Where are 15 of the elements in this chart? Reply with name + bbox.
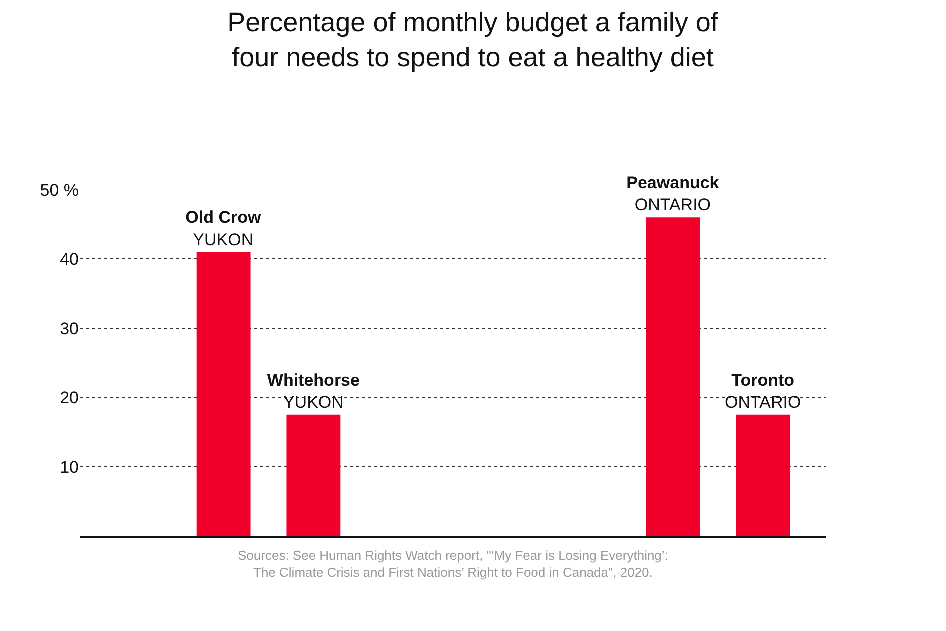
source-note: Sources: See Human Rights Watch report, "‘My Fear is Losing Everything’: The Climate Crisis and First Nations’ Right to Food in Canada", 2020. bbox=[238, 548, 668, 580]
y-tick-label: 20 bbox=[60, 388, 79, 408]
x-tick-label: Old Crow YUKON bbox=[186, 208, 262, 250]
x-tick-label: Peawanuck ONTARIO bbox=[626, 174, 720, 215]
x-tick-label: Whitehorse YUKON bbox=[267, 370, 360, 412]
x-tick-label: Toronto ONTARIO bbox=[724, 370, 802, 412]
chart-title: Percentage of monthly budget a family of four needs to spend to eat a healthy diet bbox=[228, 8, 719, 73]
y-tick-label: 30 bbox=[60, 319, 79, 338]
y-tick-label: 10 bbox=[60, 458, 79, 477]
bar bbox=[646, 218, 700, 536]
y-tick-label: 50 % bbox=[40, 180, 79, 200]
bar bbox=[196, 252, 251, 536]
bar bbox=[286, 414, 341, 536]
y-tick-label: 40 bbox=[60, 250, 79, 270]
bar bbox=[736, 414, 790, 536]
